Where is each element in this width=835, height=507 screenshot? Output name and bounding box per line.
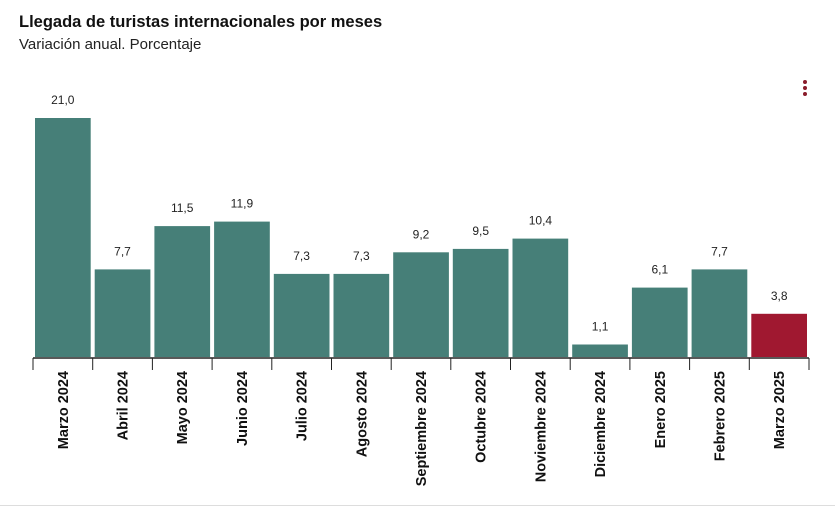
x-tick-label: Octubre 2024	[474, 371, 490, 463]
bar-0[interactable]	[35, 118, 91, 357]
bar-10[interactable]	[631, 287, 688, 357]
menu-dot	[803, 80, 807, 84]
x-tick-label: Noviembre 2024	[533, 371, 549, 482]
bar-9[interactable]	[572, 344, 628, 358]
x-tick-label: Marzo 2025	[772, 371, 788, 449]
x-tick-label: Agosto 2024	[354, 371, 370, 457]
chart-subtitle: Variación anual. Porcentaje	[19, 36, 202, 53]
data-label: 21,0	[51, 93, 75, 107]
x-tick-label: Junio 2024	[235, 371, 251, 446]
data-label: 9,2	[413, 227, 430, 241]
bar-5[interactable]	[333, 273, 390, 357]
bar-2[interactable]	[154, 226, 211, 357]
bar-11[interactable]	[691, 269, 748, 357]
data-label: 3,8	[771, 289, 788, 303]
x-tick-label: Diciembre 2024	[593, 371, 609, 477]
data-label: 6,1	[651, 263, 668, 277]
data-label: 7,7	[711, 244, 728, 258]
chart-menu-icon[interactable]	[799, 78, 811, 98]
data-label: 7,3	[353, 249, 370, 263]
chart-title: Llegada de turistas internacionales por …	[19, 13, 383, 31]
bar-1[interactable]	[94, 269, 151, 357]
x-tick-label: Marzo 2024	[56, 371, 72, 449]
data-label: 7,7	[114, 244, 131, 258]
data-label: 9,5	[472, 224, 489, 238]
x-tick-label: Enero 2025	[653, 371, 669, 448]
bar-8[interactable]	[512, 238, 569, 357]
bar-3[interactable]	[214, 221, 270, 357]
bar-4[interactable]	[273, 273, 330, 357]
data-label: 10,4	[529, 214, 553, 228]
x-tick-label: Julio 2024	[295, 371, 311, 441]
menu-dot	[803, 92, 807, 96]
data-label: 11,5	[171, 201, 194, 215]
x-tick-label: Septiembre 2024	[414, 371, 430, 486]
x-tick-label: Abril 2024	[116, 371, 132, 440]
data-label: 11,9	[231, 197, 254, 211]
x-tick-label: Mayo 2024	[175, 371, 191, 444]
menu-dot	[803, 86, 807, 90]
bar-12[interactable]	[751, 313, 807, 357]
bottom-divider	[0, 505, 835, 506]
data-label: 1,1	[592, 320, 609, 334]
bar-7[interactable]	[452, 248, 509, 357]
bar-6[interactable]	[393, 252, 449, 357]
data-label: 7,3	[293, 249, 310, 263]
x-tick-label: Febrero 2025	[713, 371, 729, 461]
